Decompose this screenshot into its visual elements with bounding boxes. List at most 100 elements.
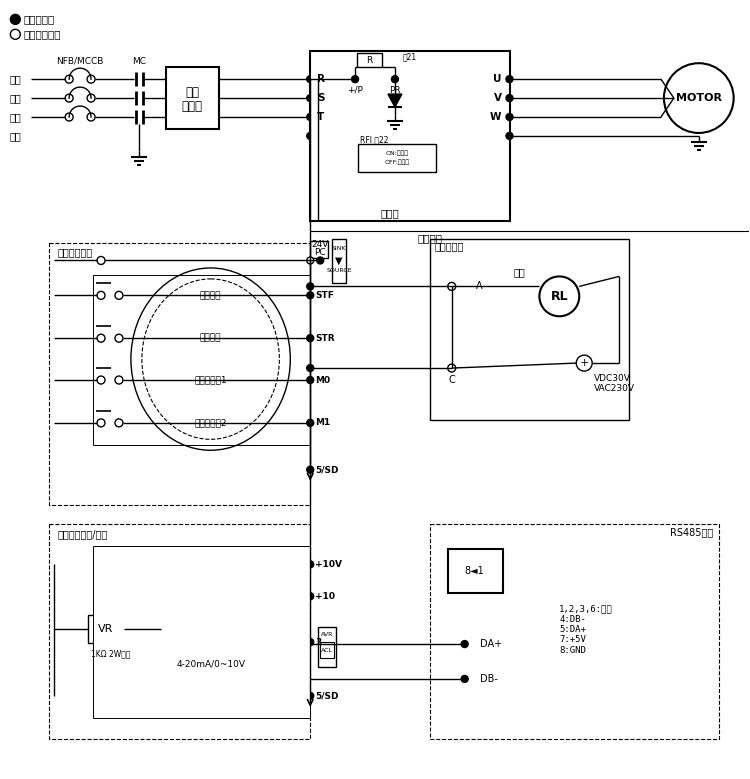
Circle shape [307, 292, 314, 299]
Text: 24V: 24V [311, 240, 329, 249]
Bar [310, 241, 328, 259]
Circle shape [307, 639, 314, 646]
Circle shape [307, 376, 314, 383]
Text: ▼: ▼ [335, 256, 343, 266]
Text: 控制回路端子: 控制回路端子 [23, 30, 61, 39]
Text: R: R [366, 56, 372, 65]
Circle shape [65, 94, 73, 102]
Bar [318, 627, 336, 667]
Text: STF: STF [315, 291, 334, 300]
Text: NFB/MCCB: NFB/MCCB [56, 57, 104, 65]
Circle shape [461, 675, 468, 682]
Text: MOTOR: MOTOR [676, 93, 722, 103]
Text: 1KΩ 2W以上: 1KΩ 2W以上 [91, 650, 130, 658]
Circle shape [307, 114, 314, 121]
Text: 5/SD: 5/SD [315, 691, 339, 700]
Text: STR: STR [315, 333, 334, 343]
Circle shape [307, 257, 314, 264]
Text: OFF:制限外: OFF:制限外 [384, 159, 410, 164]
Circle shape [10, 30, 20, 39]
Circle shape [115, 334, 123, 342]
Bar [332, 238, 346, 284]
Text: RL: RL [550, 290, 568, 303]
Text: PC: PC [314, 248, 326, 257]
Text: 4-20mA/0~10V: 4-20mA/0~10V [176, 660, 245, 668]
Circle shape [506, 114, 513, 121]
Circle shape [506, 94, 513, 101]
Text: 輸入: 輸入 [9, 131, 21, 141]
Text: PR: PR [389, 86, 400, 94]
Text: R: R [317, 74, 326, 84]
Text: 電子器輸出: 電子器輸出 [435, 241, 464, 252]
Circle shape [115, 291, 123, 299]
Bar [93, 546, 310, 717]
Text: 逆轉指令: 逆轉指令 [200, 333, 221, 343]
Text: MC: MC [132, 57, 146, 65]
Text: 控制回路: 控制回路 [417, 234, 442, 244]
Bar [357, 53, 382, 67]
Text: T: T [317, 112, 325, 122]
Text: S: S [317, 93, 325, 103]
Text: 多段速指令1: 多段速指令1 [194, 375, 227, 385]
Circle shape [506, 132, 513, 139]
Circle shape [461, 640, 468, 647]
Circle shape [65, 75, 73, 83]
Circle shape [65, 113, 73, 121]
Circle shape [87, 75, 95, 83]
Circle shape [10, 14, 20, 24]
Text: V: V [494, 93, 502, 103]
Bar [320, 642, 334, 658]
Text: 主回路: 主回路 [380, 209, 399, 219]
Circle shape [307, 76, 314, 83]
Text: +10V: +10V [315, 560, 342, 569]
Circle shape [307, 132, 314, 139]
Text: M1: M1 [315, 418, 331, 428]
Circle shape [97, 334, 105, 342]
Text: VDC30V: VDC30V [594, 374, 631, 382]
Circle shape [307, 365, 314, 372]
Text: 三相: 三相 [9, 74, 21, 84]
Bar [430, 238, 629, 420]
Circle shape [307, 283, 314, 290]
Circle shape [352, 76, 358, 83]
Circle shape [97, 256, 105, 264]
Circle shape [97, 419, 105, 427]
Circle shape [448, 364, 456, 372]
Text: C: C [448, 375, 455, 385]
Text: RFI 許22: RFI 許22 [360, 136, 388, 144]
Circle shape [539, 277, 579, 316]
Text: +/P: +/P [347, 86, 363, 94]
Text: 紅燈: 紅燈 [514, 267, 525, 277]
Text: 多段速指令2: 多段速指令2 [194, 418, 226, 428]
Text: 1,2,3,6:保留
4:DB-
5:DA+
7:+5V
8:GND: 1,2,3,6:保留 4:DB- 5:DA+ 7:+5V 8:GND [560, 605, 613, 655]
Text: DA+: DA+ [479, 639, 502, 649]
Text: RS485通信: RS485通信 [670, 527, 714, 538]
Bar [88, 615, 124, 643]
Text: ON:制限内: ON:制限内 [386, 150, 409, 156]
Text: AVR: AVR [321, 632, 333, 636]
Circle shape [576, 355, 592, 371]
Text: A: A [476, 281, 483, 291]
Circle shape [448, 283, 456, 291]
Text: 交流: 交流 [9, 93, 21, 103]
Polygon shape [388, 94, 402, 107]
Circle shape [87, 113, 95, 121]
Bar [448, 549, 503, 594]
Text: ACL: ACL [321, 647, 333, 653]
Text: 正轉指令: 正轉指令 [200, 291, 221, 300]
Circle shape [307, 593, 314, 600]
Text: U: U [493, 74, 502, 84]
Text: W: W [490, 112, 502, 122]
Text: SINK: SINK [332, 246, 346, 251]
Circle shape [664, 63, 734, 133]
Text: 5/SD: 5/SD [315, 465, 339, 474]
Circle shape [307, 466, 314, 473]
Bar [93, 276, 310, 445]
Text: SOURCE: SOURCE [326, 268, 352, 273]
Text: 開關信號輸入: 開關信號輸入 [57, 248, 92, 258]
Circle shape [115, 419, 123, 427]
Bar [358, 144, 436, 172]
Circle shape [392, 76, 398, 83]
Circle shape [506, 76, 513, 83]
Bar [166, 67, 218, 129]
